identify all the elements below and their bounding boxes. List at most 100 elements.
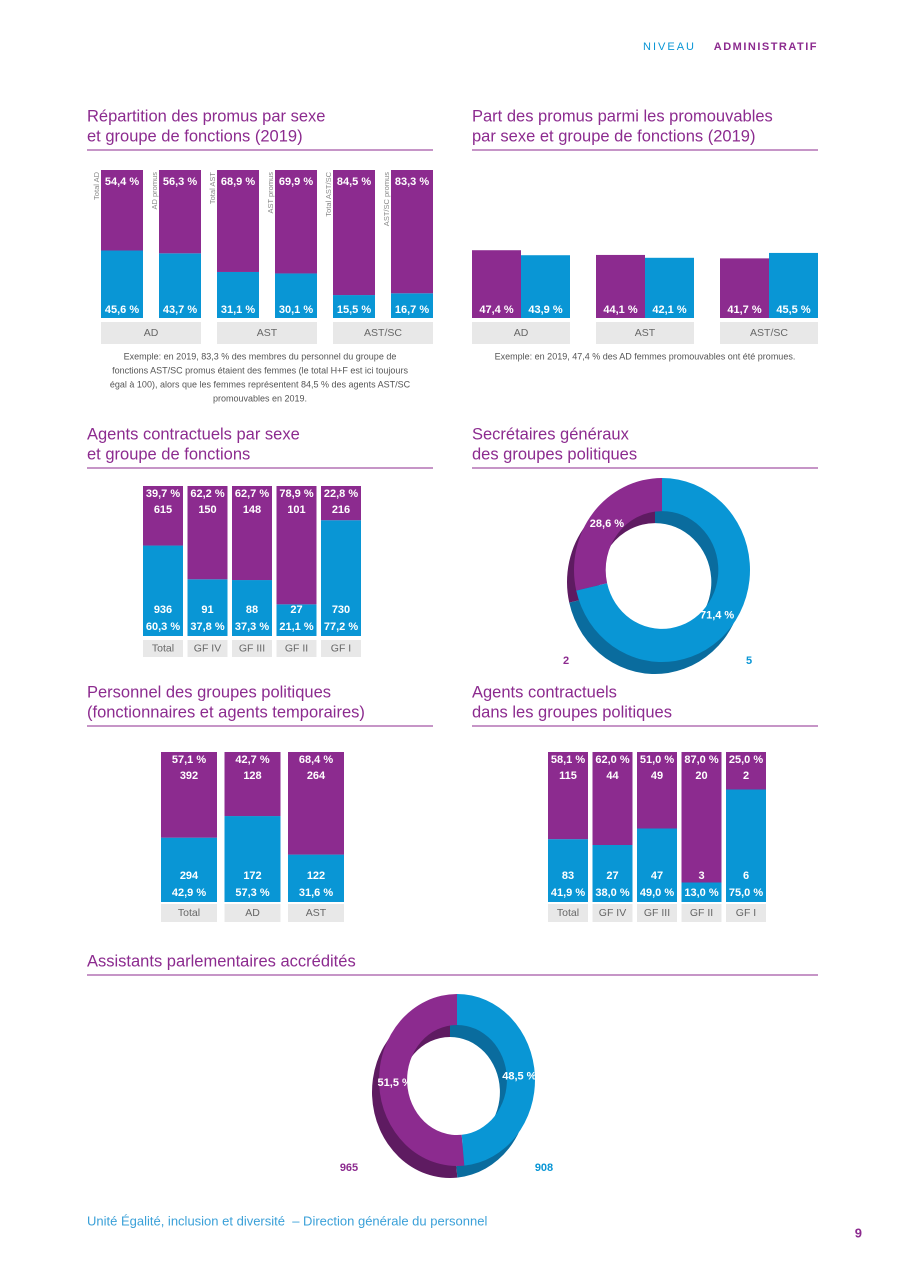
category-label: AD: [245, 907, 260, 919]
count-label: 148: [243, 504, 261, 516]
category-box: [637, 904, 677, 922]
bar-segment: [321, 486, 361, 521]
chart-title: (fonctionnaires et agents temporaires): [87, 703, 365, 721]
bar-segment: [681, 882, 722, 902]
count-label: 615: [154, 504, 172, 516]
category-label: Total AD: [92, 171, 101, 200]
bar-segment: [232, 580, 272, 636]
value-label: 54,4 %: [105, 176, 139, 188]
category-box: [288, 904, 344, 922]
bar-segment: [288, 854, 344, 902]
category-box: [232, 640, 272, 657]
count-label: 101: [287, 504, 305, 516]
category-label: AST/SC promus: [382, 172, 391, 226]
chart-title: Assistants parlementaires accrédités: [87, 952, 356, 970]
bar-segment: [217, 271, 259, 318]
count-label: 128: [243, 770, 261, 782]
chart-title: Secrétaires généraux: [472, 425, 630, 443]
group-box: [217, 322, 317, 344]
bar-segment: [288, 752, 344, 855]
group-label: AST/SC: [750, 327, 788, 339]
group-box: [596, 322, 694, 344]
category-label: AST promus: [266, 172, 275, 214]
bar-segment: [391, 170, 433, 294]
value-label: 31,1 %: [221, 304, 255, 316]
bar-segment: [276, 604, 317, 636]
category-label: AD promus: [150, 172, 159, 210]
value-label: 58,1 %: [551, 754, 585, 766]
category-label: GF III: [644, 907, 670, 919]
value-label: 57,1 %: [172, 754, 206, 766]
bar-segment: [161, 837, 217, 902]
value-label: 62,7 %: [235, 488, 269, 500]
group-label: AST: [257, 327, 278, 339]
value-label: 43,9 %: [528, 304, 562, 316]
value-label: 37,8 %: [190, 621, 224, 633]
value-label: 49,0 %: [640, 887, 674, 899]
category-box: [276, 640, 317, 657]
value-label: 57,3 %: [235, 887, 269, 899]
bar: [645, 257, 694, 318]
category-box: [681, 904, 722, 922]
count-label: 392: [180, 770, 198, 782]
bar-segment: [161, 752, 217, 838]
bar-segment: [224, 752, 281, 817]
count-label: 47: [651, 870, 663, 882]
slice: [576, 478, 751, 663]
bar-segment: [159, 170, 201, 254]
category-label: GF II: [285, 642, 308, 654]
bar: [720, 258, 769, 318]
value-label: 28,6 %: [590, 518, 624, 530]
count-label: 3: [698, 870, 704, 882]
group-box: [472, 322, 570, 344]
footer-text: Unité Égalité, inclusion et diversité – …: [87, 1213, 487, 1228]
chart-note: Exemple: en 2019, 47,4 % des AD femmes p…: [495, 351, 796, 361]
group-label: AST: [635, 327, 656, 339]
value-label: 69,9 %: [279, 176, 313, 188]
category-label: GF IV: [599, 907, 626, 919]
count-label: 2: [563, 655, 569, 667]
bar-segment: [187, 579, 228, 636]
category-box: [726, 904, 766, 922]
chart-title: et groupe de fonctions: [87, 445, 250, 463]
bar-segment: [726, 752, 766, 790]
bar-segment: [101, 170, 143, 251]
bar-segment: [143, 486, 183, 546]
count-label: 91: [201, 604, 213, 616]
group-label: AD: [514, 327, 529, 339]
bar-segment: [548, 752, 588, 840]
value-label: 42,9 %: [172, 887, 206, 899]
value-label: 47,4 %: [479, 304, 513, 316]
category-box: [548, 904, 588, 922]
value-label: 77,2 %: [324, 621, 358, 633]
chart-note: fonctions AST/SC promus étaient des femm…: [112, 365, 408, 375]
slice: [378, 994, 465, 1166]
category-label: GF I: [331, 642, 351, 654]
value-label: 42,1 %: [652, 304, 686, 316]
value-label: 56,3 %: [163, 176, 197, 188]
bar-segment: [637, 752, 677, 829]
header-label: NIVEAU: [643, 41, 696, 53]
bar-segment: [548, 839, 588, 902]
value-label: 25,0 %: [729, 754, 763, 766]
value-label: 51,5 %: [378, 1077, 412, 1089]
bar-segment: [101, 250, 143, 318]
count-label: 44: [606, 770, 619, 782]
chart-note: égal à 100), alors que les femmes représ…: [110, 379, 411, 389]
value-label: 71,4 %: [700, 610, 734, 622]
value-label: 43,7 %: [163, 304, 197, 316]
category-label: GF I: [736, 907, 756, 919]
value-label: 44,1 %: [603, 304, 637, 316]
group-box: [720, 322, 818, 344]
chart-title: par sexe et groupe de fonctions (2019): [472, 127, 755, 145]
chart-title: Agents contractuels par sexe: [87, 425, 300, 443]
bar-segment: [232, 486, 272, 581]
value-label: 37,3 %: [235, 621, 269, 633]
value-label: 42,7 %: [235, 754, 269, 766]
bar-segment: [224, 816, 281, 902]
count-label: 216: [332, 504, 350, 516]
chart-title: Répartition des promus par sexe: [87, 107, 325, 125]
count-label: 115: [559, 770, 577, 782]
bar-segment: [275, 170, 317, 274]
